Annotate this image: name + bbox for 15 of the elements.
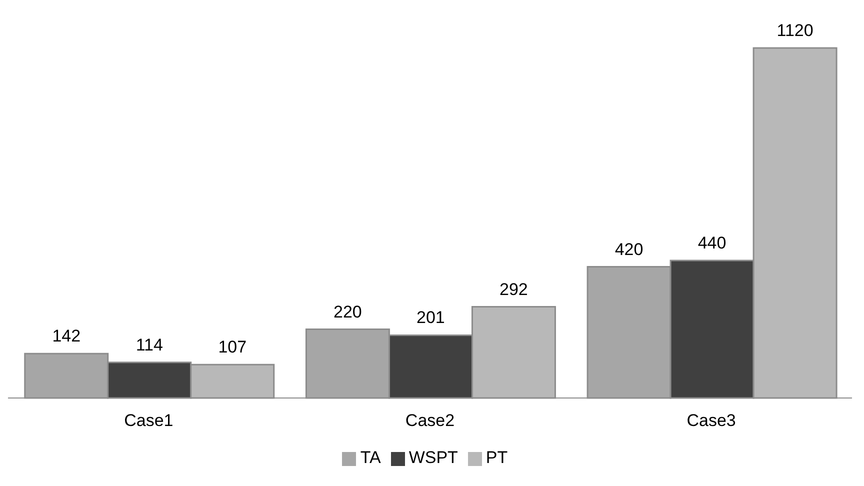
data-label: 440: [698, 234, 726, 252]
data-label: 292: [500, 280, 528, 299]
legend-label: WSPT: [408, 448, 458, 467]
data-label: 420: [614, 240, 644, 259]
legend-label: PT: [486, 448, 508, 467]
x-tick-label: Case2: [405, 411, 455, 430]
x-tick-label: Case1: [124, 411, 174, 430]
data-label: 142: [52, 326, 81, 346]
x-tick-label: Case3: [686, 411, 736, 430]
data-label: 1120: [776, 21, 814, 40]
data-label: 220: [334, 302, 362, 322]
data-label: 201: [416, 308, 445, 328]
data-label: 114: [136, 335, 163, 354]
legend-label: TA: [360, 448, 381, 467]
data-label: 107: [218, 338, 247, 357]
